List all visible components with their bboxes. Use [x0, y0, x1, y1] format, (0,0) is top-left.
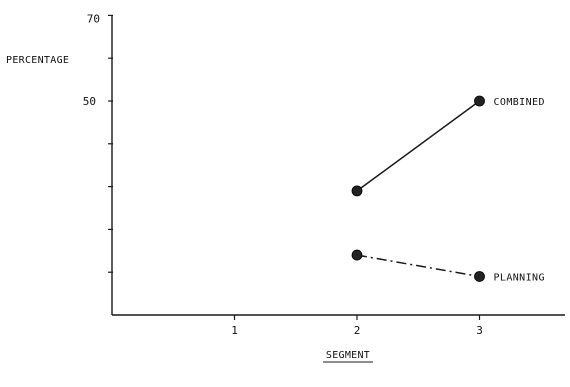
series-label-planning: PLANNING: [494, 272, 545, 283]
x-ticks: 1 2 3: [231, 315, 483, 337]
series-line-combined: [356, 100, 480, 192]
x-tick-label: 2: [354, 324, 361, 337]
y-axis-title: PERCENTAGE: [6, 55, 69, 66]
y-tick-label: 70: [87, 12, 100, 25]
y-tick-label: 50: [83, 95, 96, 108]
data-point-combined: [351, 185, 363, 197]
series-line-planning: [356, 254, 480, 278]
x-tick-label: 1: [231, 324, 238, 337]
series-label-combined: COMBINED: [494, 97, 545, 108]
data-point-planning: [351, 249, 363, 261]
x-tick-label: 3: [476, 324, 483, 337]
data-point-planning: [474, 271, 485, 282]
series-layer: COMBINED PLANNING: [351, 95, 545, 283]
y-ticks: 50 70: [83, 12, 113, 273]
data-point-combined: [474, 95, 485, 107]
x-axis-title: SEGMENT: [326, 350, 370, 361]
